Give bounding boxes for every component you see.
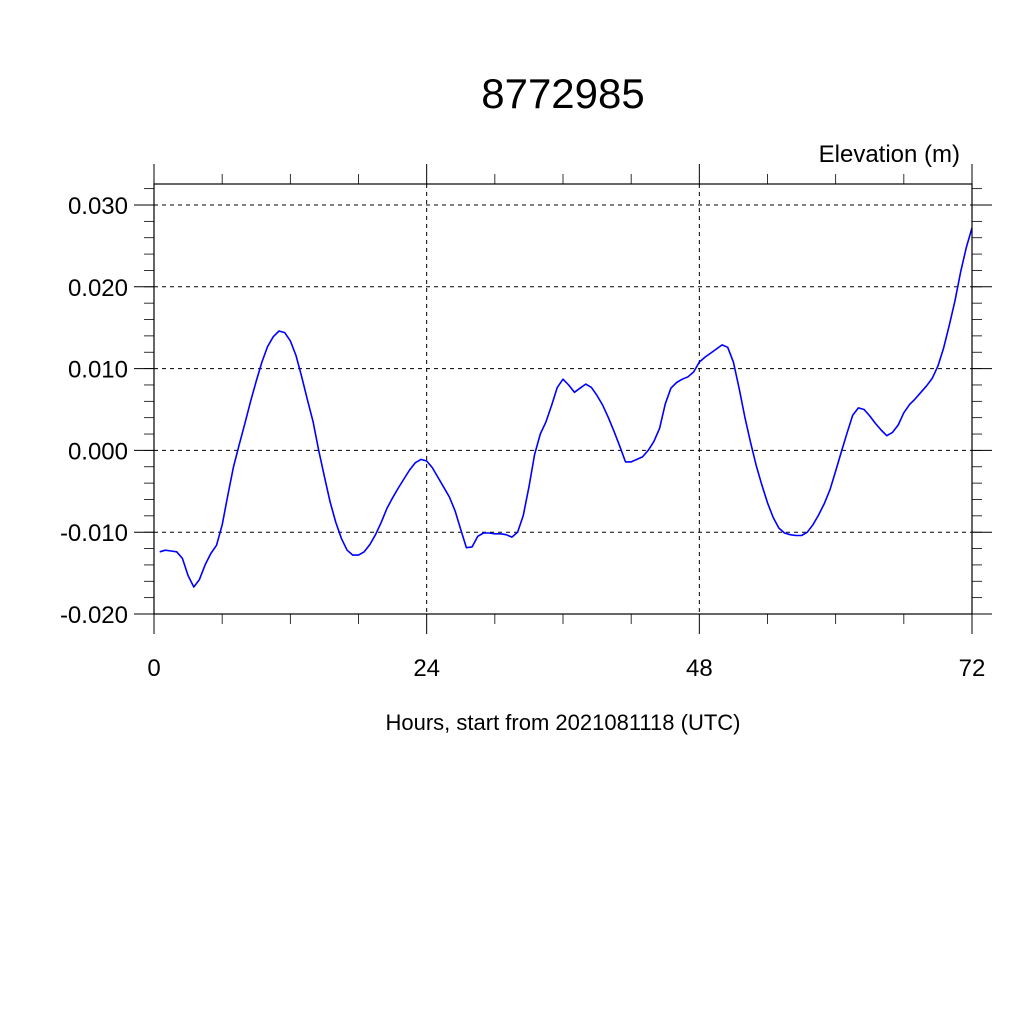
x-tick-label: 48 (686, 655, 713, 682)
y-tick-label: 0.000 (68, 438, 128, 465)
elevation-series-line (159, 227, 973, 588)
grid-lines (154, 184, 972, 615)
y-tick-label: -0.010 (60, 520, 128, 547)
x-tick-label: 0 (147, 655, 160, 682)
axis-ticks (134, 164, 992, 634)
series-group (159, 227, 973, 588)
y-tick-label: 0.020 (68, 275, 128, 302)
x-axis-label: Hours, start from 2021081118 (UTC) (386, 710, 741, 735)
chart-title: 8772985 (481, 70, 645, 117)
y-axis-label: Elevation (m) (819, 141, 960, 168)
plot-frame (153, 183, 973, 615)
x-tick-label: 72 (959, 655, 986, 682)
x-tick-label: 24 (413, 655, 440, 682)
y-tick-label: 0.010 (68, 357, 128, 384)
tick-labels: -0.020 -0.010 0.000 0.010 0.020 0.030 0 24 48 72 (60, 193, 985, 682)
y-tick-label: -0.020 (60, 602, 128, 629)
y-tick-label: 0.030 (68, 193, 128, 220)
